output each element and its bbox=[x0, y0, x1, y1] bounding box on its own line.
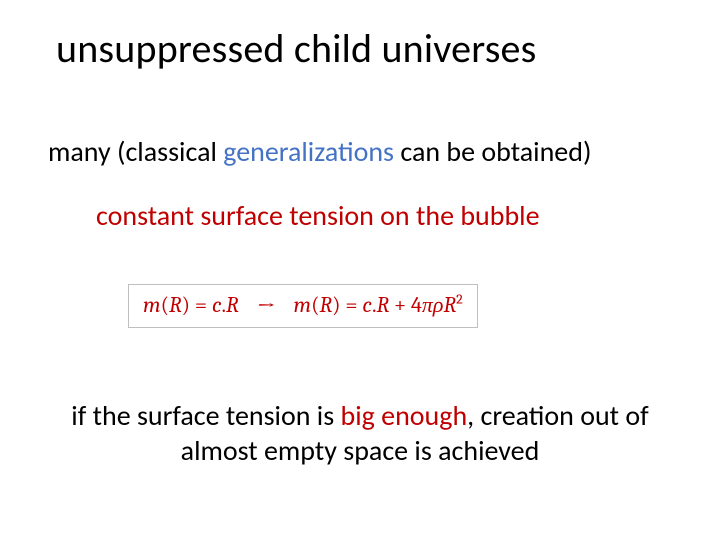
line1-suffix: can be obtained) bbox=[394, 134, 591, 169]
g-m: m bbox=[293, 292, 311, 318]
f-eq: = bbox=[190, 292, 212, 318]
g-R2: R bbox=[377, 292, 390, 318]
line3-suffix2: almost empty space is achieved bbox=[181, 433, 540, 468]
line1-highlight: generalizations bbox=[223, 134, 394, 169]
g-close: ) bbox=[332, 292, 340, 318]
formula-lhs: m(R) = c.R bbox=[143, 292, 239, 318]
body-line-3: if the surface tension is big enough, cr… bbox=[36, 398, 684, 468]
line3-prefix: if the surface tension is bbox=[71, 398, 340, 433]
g-open: ( bbox=[311, 292, 319, 318]
line3-suffix1: , creation out of bbox=[467, 398, 649, 433]
g-pi: π bbox=[422, 292, 433, 318]
g-eq: = bbox=[341, 292, 363, 318]
f-c: c bbox=[212, 292, 222, 318]
g-plus: + 4 bbox=[389, 292, 422, 318]
formula-box: m(R) = c.R → m(R) = c.R + 4πρR2 bbox=[128, 284, 478, 328]
line3-highlight: big enough bbox=[341, 398, 468, 433]
g-R: R bbox=[320, 292, 333, 318]
g-sup: 2 bbox=[456, 291, 463, 308]
slide: unsuppressed child universes many (class… bbox=[0, 0, 720, 540]
formula-rhs: m(R) = c.R + 4πρR2 bbox=[293, 292, 462, 318]
f-m: m bbox=[143, 292, 161, 318]
f-R: R bbox=[169, 292, 182, 318]
f-open: ( bbox=[161, 292, 169, 318]
g-rho: ρ bbox=[433, 292, 444, 318]
slide-title: unsuppressed child universes bbox=[56, 24, 536, 73]
f-R2: R bbox=[226, 292, 239, 318]
g-c: c bbox=[362, 292, 372, 318]
g-R3: R bbox=[443, 292, 456, 318]
f-close: ) bbox=[182, 292, 190, 318]
arrow-icon: → bbox=[257, 292, 276, 320]
body-line-2: constant surface tension on the bubble bbox=[96, 198, 540, 233]
line1-prefix: many (classical bbox=[48, 134, 223, 169]
body-line-1: many (classical generalizations can be o… bbox=[48, 134, 591, 169]
